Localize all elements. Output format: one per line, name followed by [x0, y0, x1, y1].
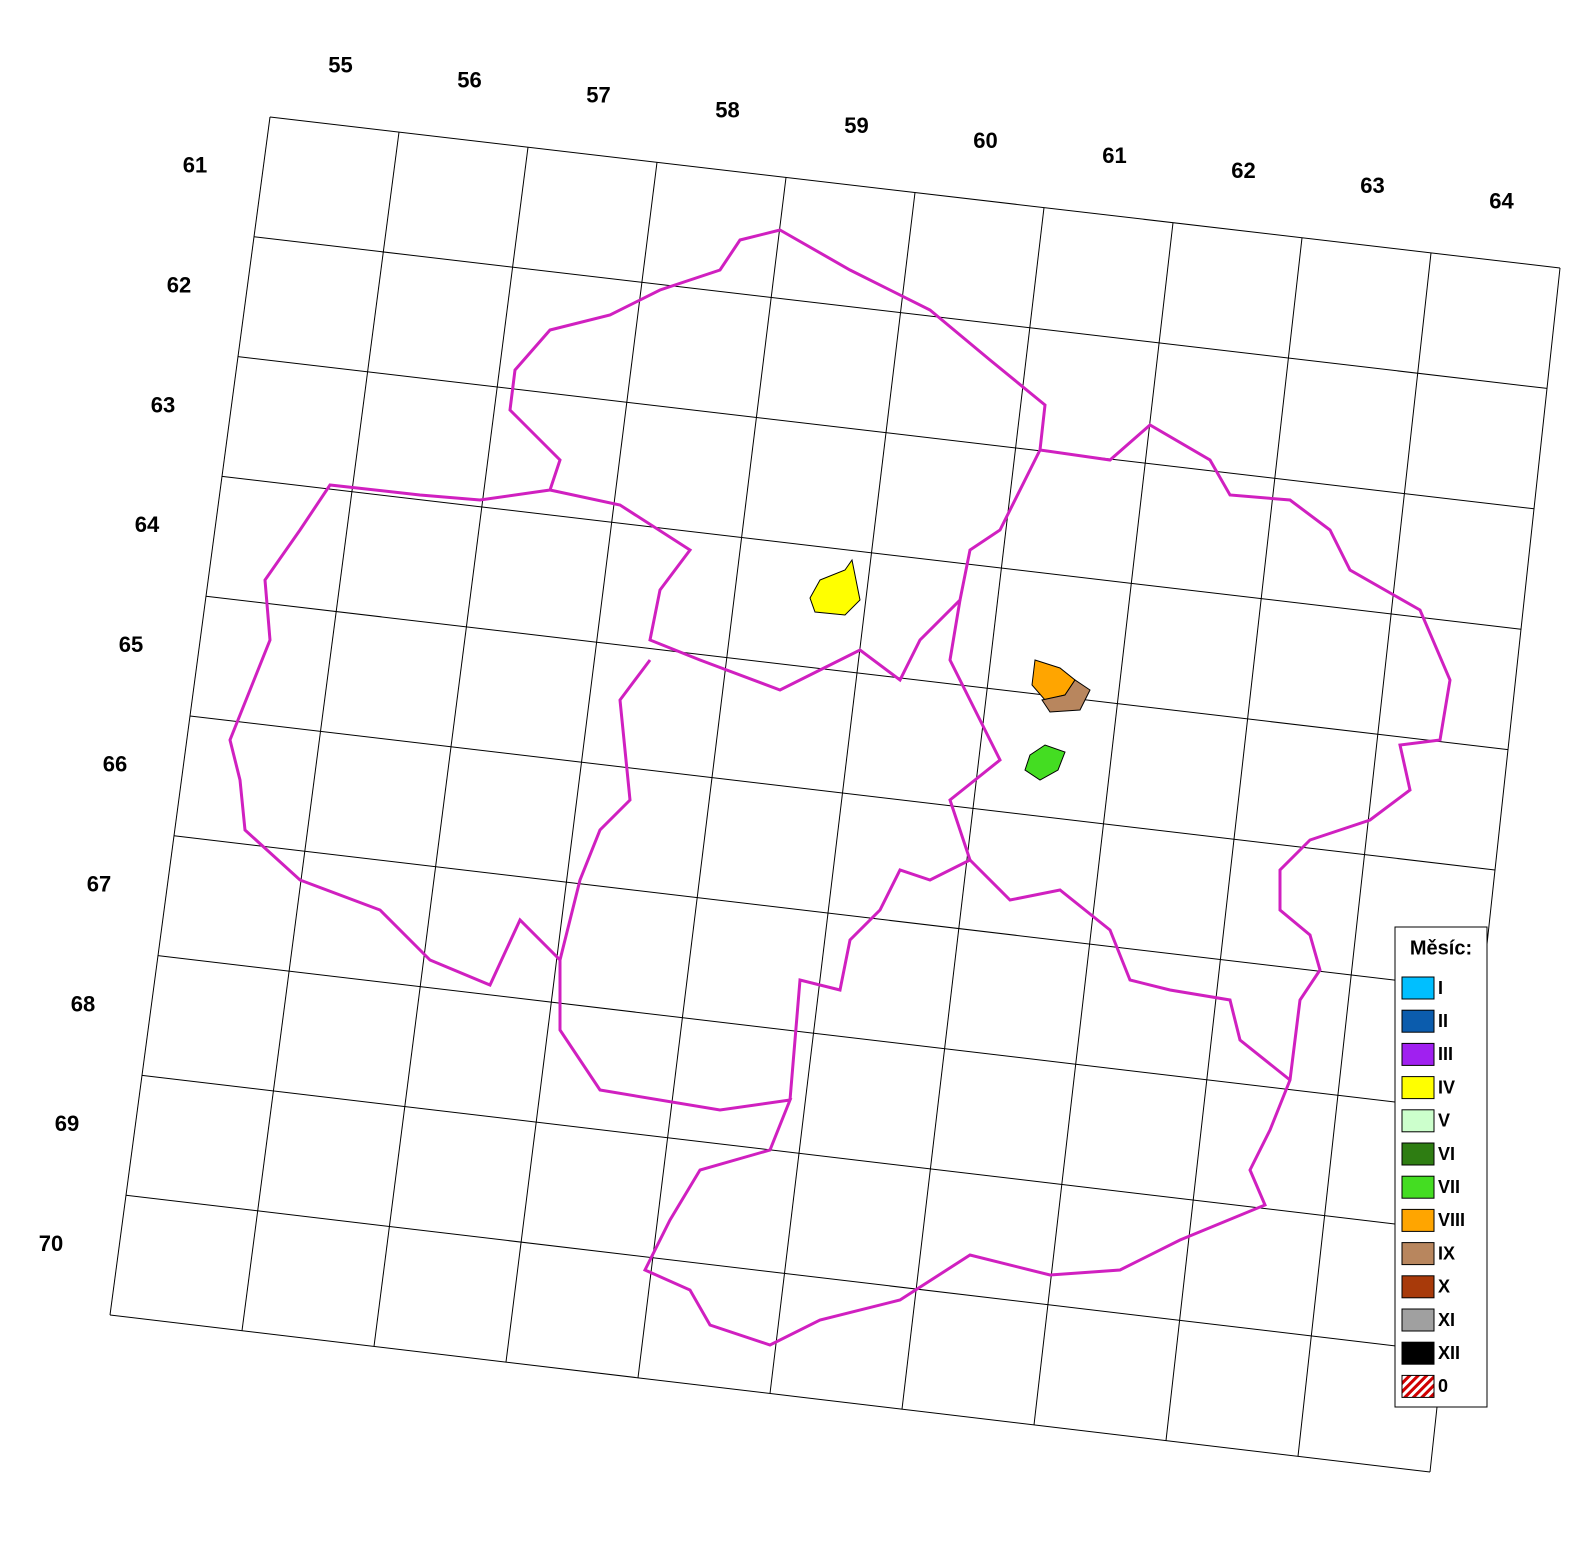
row-label: 63	[151, 392, 175, 417]
legend-swatch	[1401, 1109, 1435, 1133]
legend-swatch	[1401, 1374, 1435, 1398]
legend-title: Měsíc:	[1410, 937, 1472, 959]
column-label: 59	[844, 113, 868, 138]
district-border	[558, 659, 652, 961]
region-patch	[1024, 744, 1066, 781]
grid-line	[141, 1074, 1457, 1232]
grid-line	[269, 116, 1561, 269]
legend-label: IV	[1438, 1077, 1455, 1097]
row-label: 66	[103, 752, 127, 777]
row-label: 64	[135, 512, 160, 537]
grid-line	[205, 595, 1509, 751]
district-border	[549, 449, 1042, 692]
legend-swatch	[1401, 1009, 1435, 1033]
legend-label: III	[1438, 1044, 1453, 1064]
legend-swatch	[1401, 1275, 1435, 1299]
grid	[109, 116, 1561, 1473]
region-patch	[809, 558, 861, 616]
district-border	[968, 858, 1291, 1082]
district-border	[788, 599, 1002, 1101]
legend-swatch	[1401, 1142, 1435, 1166]
column-label: 55	[328, 52, 352, 77]
legend-label: VIII	[1438, 1210, 1465, 1230]
column-label: 57	[586, 83, 610, 108]
column-label: 56	[457, 67, 481, 92]
column-label: 63	[1360, 173, 1384, 198]
legend-label: XII	[1438, 1343, 1460, 1363]
column-label: 64	[1489, 188, 1514, 213]
legend-swatch	[1401, 1076, 1435, 1100]
grid-line	[109, 1314, 1431, 1473]
legend-swatch	[1401, 1341, 1435, 1365]
legend-label: VII	[1438, 1177, 1460, 1197]
legend-label: VI	[1438, 1144, 1455, 1164]
legend-label: I	[1438, 978, 1443, 998]
region-patch	[1041, 679, 1091, 713]
legend-swatch	[1401, 1175, 1435, 1199]
grid-line	[173, 835, 1483, 991]
grid-line	[237, 356, 1535, 510]
row-label: 61	[183, 153, 207, 178]
legend-swatch	[1401, 976, 1435, 1000]
grid-line	[157, 955, 1470, 1112]
legend-swatch	[1401, 1042, 1435, 1066]
column-label: 61	[1102, 143, 1126, 168]
legend-label: X	[1438, 1277, 1450, 1297]
legend-label: II	[1438, 1011, 1448, 1031]
legend-label: XI	[1438, 1310, 1455, 1330]
legend-swatch	[1401, 1208, 1435, 1232]
row-label: 70	[39, 1231, 63, 1256]
legend-label: V	[1438, 1111, 1450, 1131]
legend-swatch	[1401, 1242, 1435, 1266]
row-label: 67	[87, 872, 111, 897]
row-label: 65	[119, 632, 143, 657]
grid-line	[221, 475, 1522, 630]
legend-label: 0	[1438, 1376, 1448, 1396]
column-label: 62	[1231, 158, 1255, 183]
grid-line	[189, 715, 1496, 871]
legend-swatch	[1401, 1308, 1435, 1332]
grid-line	[253, 236, 1548, 389]
region-outline	[228, 228, 1452, 1347]
row-label: 69	[55, 1111, 79, 1136]
grid-line	[125, 1194, 1444, 1353]
row-label: 68	[71, 991, 95, 1016]
row-label: 62	[167, 273, 191, 298]
legend-label: IX	[1438, 1243, 1455, 1263]
column-label: 58	[715, 98, 739, 123]
column-label: 60	[973, 128, 997, 153]
